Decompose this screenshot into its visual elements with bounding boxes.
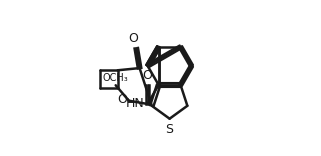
Text: O: O — [128, 32, 138, 45]
Text: S: S — [166, 122, 174, 136]
Text: O: O — [117, 93, 127, 106]
Text: O: O — [143, 69, 152, 82]
Text: HN: HN — [126, 97, 144, 110]
Text: OCH₃: OCH₃ — [103, 73, 128, 83]
